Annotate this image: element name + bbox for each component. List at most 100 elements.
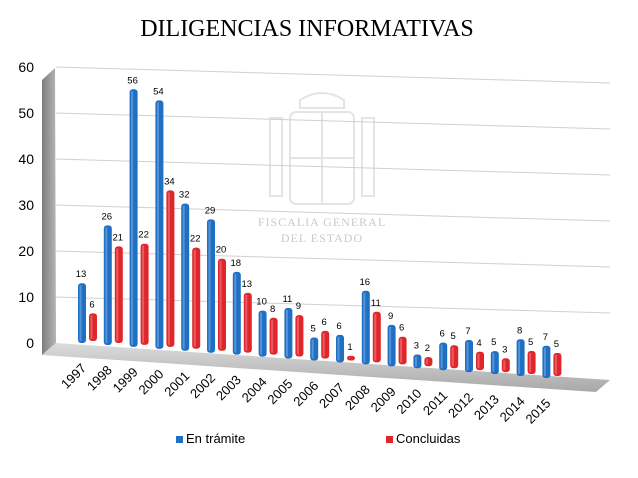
bar-concluidas bbox=[321, 330, 330, 359]
bar-en-tramite bbox=[284, 307, 293, 359]
bar-en-tramite bbox=[258, 310, 267, 357]
y-tick-label: 30 bbox=[18, 197, 34, 213]
bar-highlight bbox=[208, 221, 211, 351]
gridline bbox=[55, 250, 611, 268]
bar-en-tramite bbox=[207, 219, 215, 353]
bar-highlight bbox=[529, 353, 532, 373]
bar-highlight bbox=[492, 353, 495, 373]
value-label: 9 bbox=[296, 301, 301, 312]
value-label: 1 bbox=[347, 342, 352, 353]
gridline bbox=[55, 204, 611, 222]
plot-backdrop bbox=[42, 68, 610, 392]
x-tick-label: 2007 bbox=[316, 380, 347, 411]
bar-highlight bbox=[156, 102, 159, 347]
bar-highlight bbox=[79, 285, 82, 341]
bar-concluidas bbox=[501, 358, 510, 373]
bar-highlight bbox=[296, 317, 299, 355]
legend: En trámite Concluidas bbox=[176, 431, 461, 446]
value-label: 6 bbox=[399, 323, 404, 334]
bar-highlight bbox=[142, 245, 145, 343]
bar-en-tramite bbox=[490, 351, 499, 375]
bar-highlight bbox=[193, 249, 196, 347]
bar-concluidas bbox=[140, 243, 149, 345]
y-tick-label: 40 bbox=[18, 151, 34, 167]
bar-highlight bbox=[311, 339, 314, 359]
x-tick-label: 2009 bbox=[368, 384, 399, 415]
bar-en-tramite bbox=[361, 290, 370, 365]
bar-highlight bbox=[167, 192, 170, 345]
bars bbox=[78, 89, 562, 378]
bar-en-tramite bbox=[103, 225, 112, 345]
value-label: 16 bbox=[360, 277, 371, 288]
value-label: 3 bbox=[502, 344, 507, 355]
bar-concluidas bbox=[243, 292, 252, 353]
bar-en-tramite bbox=[78, 283, 86, 343]
value-label: 5 bbox=[528, 337, 533, 348]
bar-en-tramite bbox=[439, 342, 448, 371]
bar-highlight bbox=[105, 227, 108, 343]
watermark-emblem: FISCALIA GENERAL DEL ESTADO bbox=[258, 92, 386, 245]
y-tick-label: 60 bbox=[18, 59, 34, 75]
value-label: 32 bbox=[179, 190, 190, 201]
x-tick-label: 2013 bbox=[471, 392, 502, 423]
bar-concluidas bbox=[192, 247, 201, 349]
legend-swatch-concluidas bbox=[386, 436, 393, 443]
legend-swatch-en-tramite bbox=[176, 436, 183, 443]
value-label: 54 bbox=[153, 86, 164, 97]
value-label: 6 bbox=[336, 321, 341, 332]
value-label: 34 bbox=[164, 176, 175, 187]
y-tick-label: 50 bbox=[18, 105, 34, 121]
legend-label-concluidas: Concluidas bbox=[396, 431, 461, 446]
y-tick-label: 10 bbox=[18, 289, 34, 305]
plot-floor bbox=[42, 343, 610, 392]
gridlines bbox=[55, 66, 611, 314]
bar-highlight bbox=[348, 357, 351, 359]
bar-concluidas bbox=[166, 190, 175, 347]
bar-highlight bbox=[363, 292, 366, 363]
bar-en-tramite bbox=[336, 334, 344, 363]
value-label: 5 bbox=[491, 337, 496, 348]
value-label: 18 bbox=[231, 258, 242, 269]
value-label: 56 bbox=[127, 75, 138, 86]
bar-concluidas bbox=[269, 317, 278, 355]
bar-highlight bbox=[400, 338, 403, 363]
bar-highlight bbox=[260, 312, 263, 355]
value-label: 29 bbox=[205, 205, 216, 216]
bar-concluidas bbox=[527, 351, 536, 375]
x-tick-label: 2000 bbox=[135, 366, 166, 397]
y-axis: 0 10 20 30 40 50 60 bbox=[18, 59, 34, 351]
bar-highlight bbox=[116, 248, 119, 341]
chart-title: DILIGENCIAS INFORMATIVAS bbox=[140, 16, 474, 42]
y-tick-label: 0 bbox=[26, 335, 34, 351]
value-label: 6 bbox=[89, 299, 94, 310]
y-tick-label: 20 bbox=[18, 243, 34, 259]
bar-concluidas bbox=[114, 246, 123, 343]
bar-highlight bbox=[131, 91, 134, 345]
x-tick-label: 2002 bbox=[187, 370, 218, 401]
x-tick-label: 2012 bbox=[445, 390, 476, 421]
value-label: 6 bbox=[322, 317, 327, 328]
x-tick-label: 1997 bbox=[58, 361, 89, 392]
value-label: 13 bbox=[76, 269, 87, 280]
bar-en-tramite bbox=[232, 271, 241, 355]
x-tick-label: 2015 bbox=[522, 396, 553, 427]
watermark-line1: FISCALIA GENERAL bbox=[258, 215, 386, 229]
value-label: 8 bbox=[517, 325, 522, 336]
value-label: 21 bbox=[113, 232, 124, 243]
watermark-line2: DEL ESTADO bbox=[281, 231, 363, 245]
bar-en-tramite bbox=[155, 100, 164, 349]
bar-highlight bbox=[271, 319, 274, 353]
bar-highlight bbox=[389, 326, 392, 365]
bar-highlight bbox=[425, 359, 428, 365]
bar-en-tramite bbox=[516, 339, 525, 377]
bar-concluidas bbox=[295, 315, 304, 357]
value-label: 11 bbox=[371, 298, 381, 309]
value-label: 6 bbox=[440, 329, 445, 340]
bar-highlight bbox=[182, 205, 185, 349]
plot-side-wall bbox=[42, 68, 56, 355]
bar-highlight bbox=[234, 273, 237, 353]
gridline bbox=[55, 66, 611, 84]
bar-highlight bbox=[466, 341, 469, 371]
bar-en-tramite bbox=[413, 354, 422, 369]
